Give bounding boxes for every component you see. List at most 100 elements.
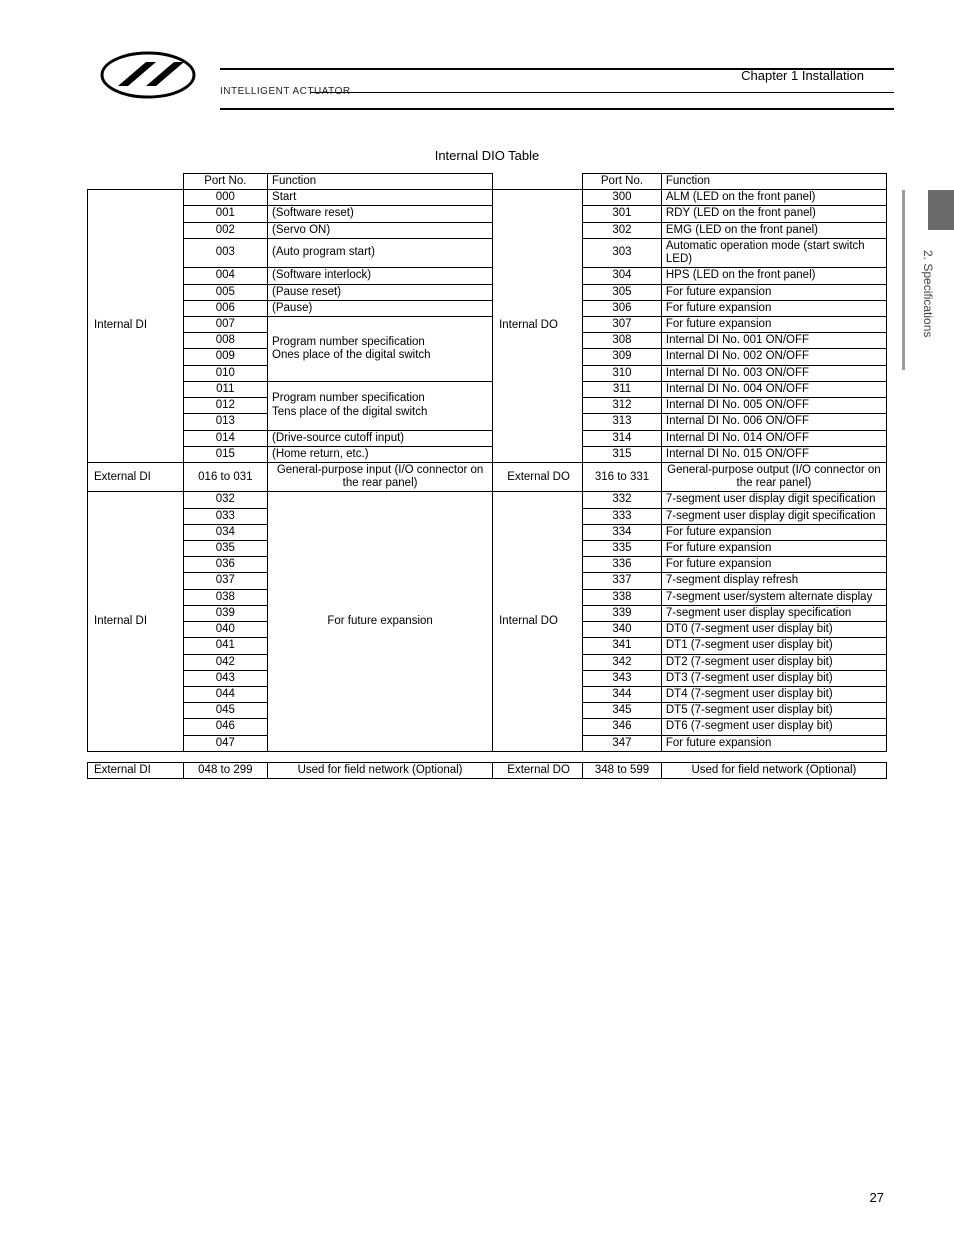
- do-port: 307: [583, 316, 662, 332]
- do-func: For future expansion: [661, 735, 886, 751]
- table-row: 004(Software interlock)304HPS (LED on th…: [88, 268, 887, 284]
- table-row: 006(Pause)306For future expansion: [88, 300, 887, 316]
- do-port: 304: [583, 268, 662, 284]
- di-port: 013: [183, 414, 267, 430]
- do-func: ALM (LED on the front panel): [661, 190, 886, 206]
- table-row: 003(Auto program start)303Automatic oper…: [88, 238, 887, 267]
- do-port: 346: [583, 719, 662, 735]
- di-port: 002: [183, 222, 267, 238]
- table-row: 001(Software reset)301RDY (LED on the fr…: [88, 206, 887, 222]
- di-func: (Software interlock): [268, 268, 493, 284]
- dio-table-extra: External DI048 to 299Used for field netw…: [87, 762, 887, 779]
- cat-internal-di-2: Internal DI: [88, 492, 184, 752]
- do-func: Internal DI No. 006 ON/OFF: [661, 414, 886, 430]
- do-func: Internal DI No. 004 ON/OFF: [661, 381, 886, 397]
- table-title: Internal DIO Table: [80, 148, 894, 163]
- do-func: EMG (LED on the front panel): [661, 222, 886, 238]
- di-port: 010: [183, 365, 267, 381]
- di-port: 012: [183, 398, 267, 414]
- side-tab-label: 2. Specifications: [921, 250, 935, 337]
- do-port: 345: [583, 703, 662, 719]
- di-port: 037: [183, 573, 267, 589]
- dio-table-main: Port No.FunctionPort No.FunctionInternal…: [87, 173, 887, 752]
- do-func: Internal DI No. 014 ON/OFF: [661, 430, 886, 446]
- header-row: Port No.FunctionPort No.Function: [88, 174, 887, 190]
- do-func: DT6 (7-segment user display bit): [661, 719, 886, 735]
- di-port: 014: [183, 430, 267, 446]
- do-func: DT3 (7-segment user display bit): [661, 670, 886, 686]
- do-func: Automatic operation mode (start switch L…: [661, 238, 886, 267]
- do-port: 335: [583, 541, 662, 557]
- di-port: 004: [183, 268, 267, 284]
- table-row: 015(Home return, etc.)315Internal DI No.…: [88, 446, 887, 462]
- do-port: 343: [583, 670, 662, 686]
- do-port: 344: [583, 687, 662, 703]
- do-func: RDY (LED on the front panel): [661, 206, 886, 222]
- do-func: For future expansion: [661, 284, 886, 300]
- cat-external-do: External DO: [493, 462, 583, 491]
- do-port: 312: [583, 398, 662, 414]
- do-func: Internal DI No. 003 ON/OFF: [661, 365, 886, 381]
- di-port: 040: [183, 622, 267, 638]
- ext-do-func-2: Used for field network (Optional): [661, 762, 886, 778]
- di-port: 006: [183, 300, 267, 316]
- do-func: Internal DI No. 015 ON/OFF: [661, 446, 886, 462]
- header: INTELLIGENT ACTUATOR Chapter 1 Installat…: [80, 50, 894, 120]
- table-row: 007Program number specificationOnes plac…: [88, 316, 887, 332]
- di-port: 041: [183, 638, 267, 654]
- do-port: 302: [583, 222, 662, 238]
- di-func: (Pause): [268, 300, 493, 316]
- page: 2. Specifications INTELLIGENT ACTUATOR C…: [0, 0, 954, 1235]
- do-func: For future expansion: [661, 541, 886, 557]
- do-port: 314: [583, 430, 662, 446]
- do-port: 310: [583, 365, 662, 381]
- cat-external-do-2: External DO: [493, 762, 583, 778]
- di-port: 047: [183, 735, 267, 751]
- do-func: DT5 (7-segment user display bit): [661, 703, 886, 719]
- ext-do-port: 316 to 331: [583, 462, 662, 491]
- do-port: 301: [583, 206, 662, 222]
- di-port: 036: [183, 557, 267, 573]
- di-port: 045: [183, 703, 267, 719]
- ext-do-func: General-purpose output (I/O connector on…: [661, 462, 886, 491]
- di-port: 008: [183, 333, 267, 349]
- cat-internal-do-2: Internal DO: [493, 492, 583, 752]
- ext-di-func: General-purpose input (I/O connector on …: [268, 462, 493, 491]
- do-port: 347: [583, 735, 662, 751]
- cat-external-di: External DI: [88, 462, 184, 491]
- do-func: For future expansion: [661, 557, 886, 573]
- do-port: 339: [583, 605, 662, 621]
- di-port: 042: [183, 654, 267, 670]
- do-port: 305: [583, 284, 662, 300]
- di-port: 039: [183, 605, 267, 621]
- cat-internal-di: Internal DI: [88, 190, 184, 463]
- di-func-group-b: Program number specificationTens place o…: [268, 381, 493, 430]
- di-port: 003: [183, 238, 267, 267]
- do-port: 334: [583, 524, 662, 540]
- do-port: 311: [583, 381, 662, 397]
- page-number: 27: [870, 1190, 884, 1205]
- di-port: 034: [183, 524, 267, 540]
- do-func: DT1 (7-segment user display bit): [661, 638, 886, 654]
- di-port: 007: [183, 316, 267, 332]
- do-func: 7-segment display refresh: [661, 573, 886, 589]
- hdr-func-right: Function: [661, 174, 886, 190]
- table-row: External DI016 to 031General-purpose inp…: [88, 462, 887, 491]
- do-port: 308: [583, 333, 662, 349]
- di-func-group-a: Program number specificationOnes place o…: [268, 316, 493, 381]
- di-port: 005: [183, 284, 267, 300]
- di-func: Start: [268, 190, 493, 206]
- do-port: 336: [583, 557, 662, 573]
- hdr-port-right: Port No.: [583, 174, 662, 190]
- do-func: DT4 (7-segment user display bit): [661, 687, 886, 703]
- do-port: 313: [583, 414, 662, 430]
- di-func: (Servo ON): [268, 222, 493, 238]
- di-func: (Drive-source cutoff input): [268, 430, 493, 446]
- brand-text: INTELLIGENT ACTUATOR: [220, 86, 351, 97]
- hdr-port-left: Port No.: [183, 174, 267, 190]
- do-func: 7-segment user display specification: [661, 605, 886, 621]
- di-port: 015: [183, 446, 267, 462]
- brand-logo-icon: [100, 50, 210, 100]
- do-func: Internal DI No. 001 ON/OFF: [661, 333, 886, 349]
- table-row: 005(Pause reset)305For future expansion: [88, 284, 887, 300]
